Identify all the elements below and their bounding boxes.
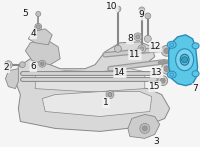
- Text: 13: 13: [151, 68, 162, 77]
- Polygon shape: [169, 35, 198, 86]
- Ellipse shape: [134, 33, 142, 41]
- Ellipse shape: [106, 91, 114, 98]
- Ellipse shape: [158, 76, 168, 86]
- Ellipse shape: [139, 7, 145, 13]
- Ellipse shape: [35, 23, 42, 30]
- Ellipse shape: [4, 61, 12, 69]
- Ellipse shape: [161, 45, 172, 56]
- Polygon shape: [128, 115, 160, 138]
- Polygon shape: [28, 29, 52, 45]
- Ellipse shape: [36, 11, 41, 16]
- Ellipse shape: [167, 71, 176, 78]
- Text: 11: 11: [129, 50, 141, 59]
- Ellipse shape: [142, 126, 147, 131]
- Text: 3: 3: [153, 137, 159, 146]
- Text: 2: 2: [4, 63, 9, 72]
- Ellipse shape: [144, 35, 151, 42]
- Ellipse shape: [114, 45, 121, 52]
- Ellipse shape: [115, 6, 121, 12]
- Ellipse shape: [39, 60, 46, 67]
- Polygon shape: [5, 69, 18, 89]
- Ellipse shape: [176, 49, 194, 71]
- Ellipse shape: [161, 63, 172, 74]
- Text: 9: 9: [138, 10, 144, 19]
- Text: 14: 14: [114, 68, 126, 77]
- Ellipse shape: [167, 41, 176, 48]
- Ellipse shape: [140, 47, 144, 51]
- Text: 7: 7: [193, 84, 198, 93]
- Ellipse shape: [170, 73, 174, 76]
- Text: 15: 15: [149, 82, 161, 91]
- Ellipse shape: [36, 25, 40, 29]
- Ellipse shape: [6, 63, 10, 67]
- Text: 4: 4: [30, 29, 36, 38]
- Text: 6: 6: [30, 62, 36, 71]
- Text: 1: 1: [103, 98, 109, 107]
- Polygon shape: [15, 42, 170, 131]
- Text: 12: 12: [150, 42, 161, 51]
- Ellipse shape: [164, 48, 169, 54]
- Ellipse shape: [192, 43, 199, 49]
- Ellipse shape: [160, 78, 165, 83]
- Text: 5: 5: [22, 9, 28, 18]
- Ellipse shape: [182, 57, 188, 63]
- Ellipse shape: [108, 93, 112, 97]
- Ellipse shape: [145, 13, 151, 19]
- Ellipse shape: [138, 45, 146, 53]
- Ellipse shape: [192, 71, 199, 77]
- Text: 8: 8: [127, 34, 133, 43]
- Text: 10: 10: [106, 2, 118, 11]
- Polygon shape: [25, 39, 60, 65]
- Ellipse shape: [40, 62, 44, 66]
- Ellipse shape: [140, 123, 150, 133]
- Polygon shape: [35, 69, 145, 92]
- Ellipse shape: [170, 43, 174, 47]
- Ellipse shape: [180, 54, 189, 65]
- Ellipse shape: [19, 62, 25, 68]
- Ellipse shape: [164, 66, 169, 71]
- Polygon shape: [42, 92, 152, 116]
- Ellipse shape: [136, 35, 140, 39]
